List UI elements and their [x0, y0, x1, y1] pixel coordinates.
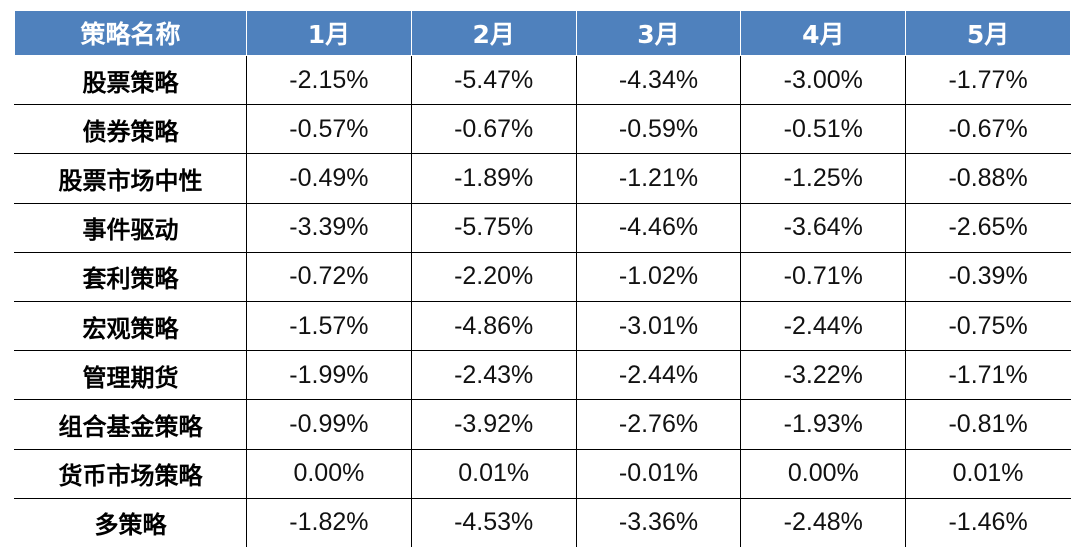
return-value-cell: -3.36% — [575, 497, 742, 548]
return-value-cell: -1.02% — [575, 251, 742, 302]
header-cell-month-2: 2月 — [410, 10, 577, 56]
strategy-name-cell: 组合基金策略 — [14, 399, 247, 450]
return-value-cell: -1.99% — [246, 350, 412, 401]
return-value-cell: -0.71% — [740, 251, 907, 302]
return-value-cell: -3.22% — [740, 350, 907, 401]
return-value-cell: -1.82% — [246, 497, 412, 548]
return-value-cell: -1.25% — [740, 153, 907, 204]
header-row: 策略名称 1月 2月 3月 4月 5月 — [14, 10, 1071, 56]
header-cell-month-3: 3月 — [575, 10, 742, 56]
return-value-cell: -1.89% — [410, 153, 577, 204]
strategy-name-cell: 股票策略 — [14, 54, 247, 106]
table-row: 股票市场中性 -0.49% -1.89% -1.21% -1.25% -0.88% — [14, 153, 1071, 204]
return-value-cell: -4.46% — [575, 202, 742, 253]
strategy-returns-table-container: 策略名称 1月 2月 3月 4月 5月 股票策略 -2.15% -5.47% -4.3… — [14, 10, 1071, 548]
return-value-cell: -0.88% — [905, 153, 1071, 204]
return-value-cell: -2.48% — [740, 497, 907, 548]
return-value-cell: -4.53% — [410, 497, 577, 548]
return-value-cell: -0.57% — [246, 104, 412, 155]
strategy-name-cell: 管理期货 — [14, 350, 247, 401]
strategy-name-cell: 多策略 — [14, 497, 247, 548]
return-value-cell: -2.65% — [905, 202, 1071, 253]
return-value-cell: -5.75% — [410, 202, 577, 253]
strategy-name-cell: 事件驱动 — [14, 202, 247, 253]
strategy-name-cell: 宏观策略 — [14, 300, 247, 352]
table-row: 债券策略 -0.57% -0.67% -0.59% -0.51% -0.67% — [14, 104, 1071, 155]
return-value-cell: -0.67% — [905, 104, 1071, 155]
return-value-cell: 0.00% — [740, 448, 907, 499]
header-cell-month-5: 5月 — [905, 10, 1071, 56]
return-value-cell: -3.92% — [410, 399, 577, 450]
table-row: 管理期货 -1.99% -2.43% -2.44% -3.22% -1.71% — [14, 350, 1071, 401]
return-value-cell: -1.93% — [740, 399, 907, 450]
return-value-cell: 0.01% — [905, 448, 1071, 499]
return-value-cell: -3.39% — [246, 202, 412, 253]
strategy-name-cell: 债券策略 — [14, 104, 247, 155]
return-value-cell: 0.00% — [246, 448, 412, 499]
return-value-cell: -3.64% — [740, 202, 907, 253]
return-value-cell: -5.47% — [410, 54, 577, 106]
return-value-cell: -0.49% — [246, 153, 412, 204]
return-value-cell: -1.71% — [905, 350, 1071, 401]
return-value-cell: -2.43% — [410, 350, 577, 401]
return-value-cell: -0.51% — [740, 104, 907, 155]
return-value-cell: -2.15% — [246, 54, 412, 106]
strategy-name-cell: 股票市场中性 — [14, 153, 247, 204]
header-cell-month-4: 4月 — [740, 10, 907, 56]
return-value-cell: -1.57% — [246, 300, 412, 352]
table-row: 股票策略 -2.15% -5.47% -4.34% -3.00% -1.77% — [14, 54, 1071, 106]
table-row: 宏观策略 -1.57% -4.86% -3.01% -2.44% -0.75% — [14, 300, 1071, 352]
return-value-cell: -2.20% — [410, 251, 577, 302]
return-value-cell: -0.99% — [246, 399, 412, 450]
strategy-returns-table: 策略名称 1月 2月 3月 4月 5月 股票策略 -2.15% -5.47% -4.3… — [14, 10, 1071, 548]
return-value-cell: -2.44% — [740, 300, 907, 352]
return-value-cell: -0.75% — [905, 300, 1071, 352]
return-value-cell: -1.21% — [575, 153, 742, 204]
header-cell-strategy-name: 策略名称 — [14, 10, 247, 56]
return-value-cell: -3.00% — [740, 54, 907, 106]
return-value-cell: -4.34% — [575, 54, 742, 106]
return-value-cell: -1.46% — [905, 497, 1071, 548]
return-value-cell: 0.01% — [410, 448, 577, 499]
strategy-name-cell: 货币市场策略 — [14, 448, 247, 499]
return-value-cell: -0.39% — [905, 251, 1071, 302]
return-value-cell: -0.72% — [246, 251, 412, 302]
header-cell-month-1: 1月 — [246, 10, 412, 56]
table-row: 多策略 -1.82% -4.53% -3.36% -2.48% -1.46% — [14, 497, 1071, 548]
return-value-cell: -4.86% — [410, 300, 577, 352]
return-value-cell: -0.59% — [575, 104, 742, 155]
return-value-cell: -0.81% — [905, 399, 1071, 450]
table-row: 货币市场策略 0.00% 0.01% -0.01% 0.00% 0.01% — [14, 448, 1071, 499]
strategy-name-cell: 套利策略 — [14, 251, 247, 302]
table-row: 组合基金策略 -0.99% -3.92% -2.76% -1.93% -0.81% — [14, 399, 1071, 450]
table-row: 套利策略 -0.72% -2.20% -1.02% -0.71% -0.39% — [14, 251, 1071, 302]
return-value-cell: -0.67% — [410, 104, 577, 155]
table-row: 事件驱动 -3.39% -5.75% -4.46% -3.64% -2.65% — [14, 202, 1071, 253]
table-body: 股票策略 -2.15% -5.47% -4.34% -3.00% -1.77% 债券策略 -0… — [14, 54, 1071, 548]
return-value-cell: -3.01% — [575, 300, 742, 352]
return-value-cell: -1.77% — [905, 54, 1071, 106]
return-value-cell: -2.44% — [575, 350, 742, 401]
return-value-cell: -2.76% — [575, 399, 742, 450]
return-value-cell: -0.01% — [575, 448, 742, 499]
